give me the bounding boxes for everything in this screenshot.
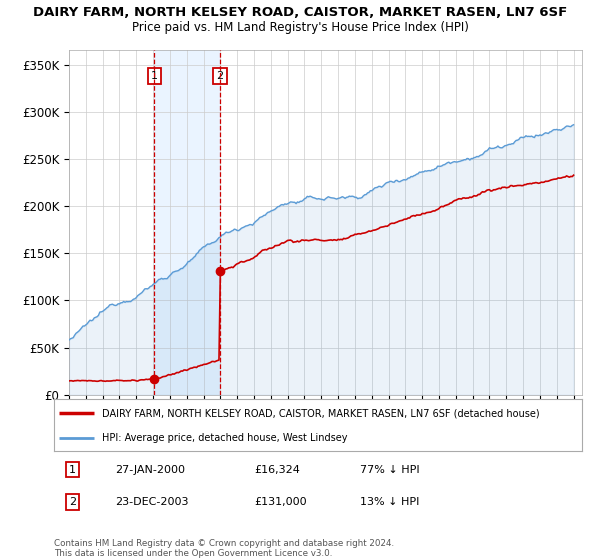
Text: DAIRY FARM, NORTH KELSEY ROAD, CAISTOR, MARKET RASEN, LN7 6SF: DAIRY FARM, NORTH KELSEY ROAD, CAISTOR, …: [33, 6, 567, 18]
Text: Price paid vs. HM Land Registry's House Price Index (HPI): Price paid vs. HM Land Registry's House …: [131, 21, 469, 34]
Text: DAIRY FARM, NORTH KELSEY ROAD, CAISTOR, MARKET RASEN, LN7 6SF (detached house): DAIRY FARM, NORTH KELSEY ROAD, CAISTOR, …: [101, 408, 539, 418]
Text: 23-DEC-2003: 23-DEC-2003: [115, 497, 188, 507]
Text: £131,000: £131,000: [254, 497, 307, 507]
Bar: [154, 50, 220, 395]
Text: 13% ↓ HPI: 13% ↓ HPI: [360, 497, 419, 507]
Text: 2: 2: [69, 497, 76, 507]
Text: 77% ↓ HPI: 77% ↓ HPI: [360, 465, 420, 475]
Text: 1: 1: [151, 71, 158, 81]
Text: HPI: Average price, detached house, West Lindsey: HPI: Average price, detached house, West…: [101, 433, 347, 443]
Text: 1: 1: [69, 465, 76, 475]
Text: 27-JAN-2000: 27-JAN-2000: [115, 465, 185, 475]
Text: Contains HM Land Registry data © Crown copyright and database right 2024.
This d: Contains HM Land Registry data © Crown c…: [54, 539, 394, 558]
Text: 2: 2: [217, 71, 224, 81]
Text: £16,324: £16,324: [254, 465, 301, 475]
